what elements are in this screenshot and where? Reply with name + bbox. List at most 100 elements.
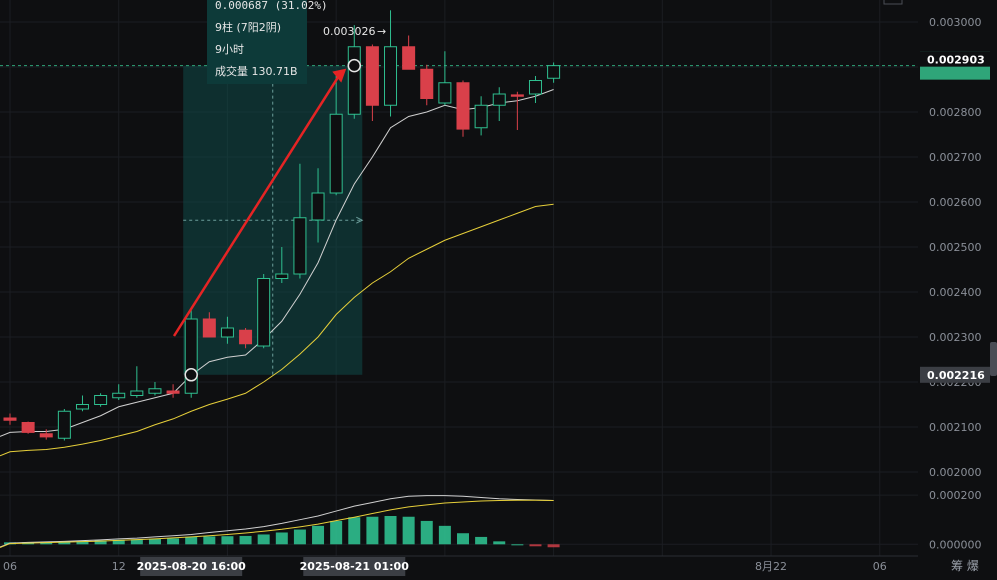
candle[interactable]	[39, 429, 53, 440]
volume-bar	[348, 517, 361, 545]
candle-body	[293, 217, 307, 275]
volume-bar	[529, 544, 542, 547]
volume-bar	[457, 533, 469, 545]
candle[interactable]	[438, 51, 452, 106]
measure-change: 0.000687 (31.02%)	[215, 0, 328, 12]
measure-bars: 9柱 (7阳2阴)	[215, 20, 281, 34]
indicator-tick-label: 0.000000	[929, 538, 982, 551]
candle-body	[547, 65, 561, 79]
volume-bar	[221, 536, 234, 545]
candle-body	[39, 433, 53, 438]
candle[interactable]	[492, 87, 506, 121]
candle-body	[438, 82, 452, 104]
price-tick-label: 0.002500	[929, 241, 982, 254]
scroll-handle[interactable]	[990, 342, 997, 376]
volume-bar	[511, 544, 524, 546]
measure-volume: 成交量 130.71B	[215, 64, 298, 78]
measure-tooltip-bg	[207, 0, 307, 84]
volume-bar	[402, 516, 415, 545]
candle-body	[57, 410, 71, 439]
volume-bar	[76, 540, 89, 545]
price-tick-label: 0.003000	[929, 16, 982, 29]
measure-time-badge	[140, 557, 243, 576]
candle[interactable]	[402, 35, 416, 70]
candle[interactable]	[112, 384, 126, 400]
arrow-right-icon: →	[377, 25, 386, 38]
candle[interactable]	[21, 421, 35, 434]
side-panel-label[interactable]: 筹 爆	[951, 559, 979, 573]
annotations	[172, 58, 362, 382]
candle[interactable]	[75, 395, 89, 412]
candle-body	[3, 417, 17, 421]
candle[interactable]	[130, 366, 144, 398]
candle[interactable]	[528, 76, 542, 103]
indicator-tick-label: 0.000200	[929, 489, 982, 502]
candle[interactable]	[311, 168, 325, 243]
high-price-marker: 0.003026 →	[323, 25, 386, 38]
candle[interactable]	[384, 10, 398, 117]
candle[interactable]	[474, 96, 488, 136]
volume-bar	[130, 539, 143, 545]
candle[interactable]	[510, 91, 524, 130]
candle-body	[347, 46, 361, 115]
candle[interactable]	[329, 76, 343, 196]
candle[interactable]	[257, 274, 271, 349]
measure-time-badge	[303, 557, 406, 576]
volume-bar	[293, 529, 306, 545]
candle-body	[239, 329, 253, 345]
current-price-label: 0.002903	[927, 54, 985, 67]
time-tick-label: 06	[3, 560, 17, 573]
price-axis[interactable]: 0.0020000.0021000.0022000.0023000.002400…	[920, 0, 990, 551]
candle[interactable]	[184, 307, 198, 398]
measure-start-point[interactable]	[184, 368, 198, 382]
candle[interactable]	[148, 382, 162, 396]
candle[interactable]	[456, 80, 470, 137]
volume-bar	[167, 538, 180, 545]
top-right-toolbar[interactable]	[883, 0, 903, 5]
candle[interactable]	[166, 384, 180, 398]
time-tick-label: 8月22	[755, 560, 787, 573]
volume-bar	[203, 536, 216, 545]
volume-bar	[257, 534, 270, 545]
candle-body	[112, 392, 126, 399]
volume-bar	[94, 540, 107, 545]
candle[interactable]	[239, 328, 253, 349]
trend-arrow	[172, 72, 342, 337]
current-price-badge-top	[920, 51, 990, 67]
candle[interactable]	[202, 312, 216, 338]
volume-bar	[475, 536, 488, 545]
measure-end-point[interactable]	[347, 58, 362, 73]
panel-toggle-icon[interactable]	[883, 0, 903, 5]
candle-body	[492, 93, 506, 106]
candle[interactable]	[275, 247, 289, 283]
candle-body	[456, 82, 470, 130]
candle[interactable]	[420, 64, 434, 106]
measure-time-label: 2025-08-20 16:00	[137, 560, 247, 573]
candle-body	[166, 390, 180, 394]
candle[interactable]	[3, 413, 17, 425]
candle-body	[130, 390, 144, 396]
candle[interactable]	[220, 316, 234, 344]
measure-duration: 9小时	[215, 43, 244, 56]
price-tick-label: 0.002100	[929, 421, 982, 434]
volume-bar	[58, 541, 71, 545]
marked-price-badge	[920, 366, 990, 383]
candle[interactable]	[365, 44, 379, 122]
candle[interactable]	[547, 62, 561, 83]
candle[interactable]	[57, 409, 71, 441]
candle-body	[94, 395, 108, 405]
candle[interactable]	[94, 393, 108, 407]
candle[interactable]	[293, 163, 307, 279]
price-tick-label: 0.002300	[929, 331, 982, 344]
candle-body	[202, 318, 216, 338]
candle-body	[311, 192, 325, 221]
price-tick-label: 0.002800	[929, 106, 982, 119]
candle-body	[148, 388, 162, 394]
candle-body	[184, 318, 198, 394]
candles[interactable]	[3, 10, 561, 441]
volume-bar	[330, 520, 343, 545]
volume-bar	[112, 539, 125, 545]
